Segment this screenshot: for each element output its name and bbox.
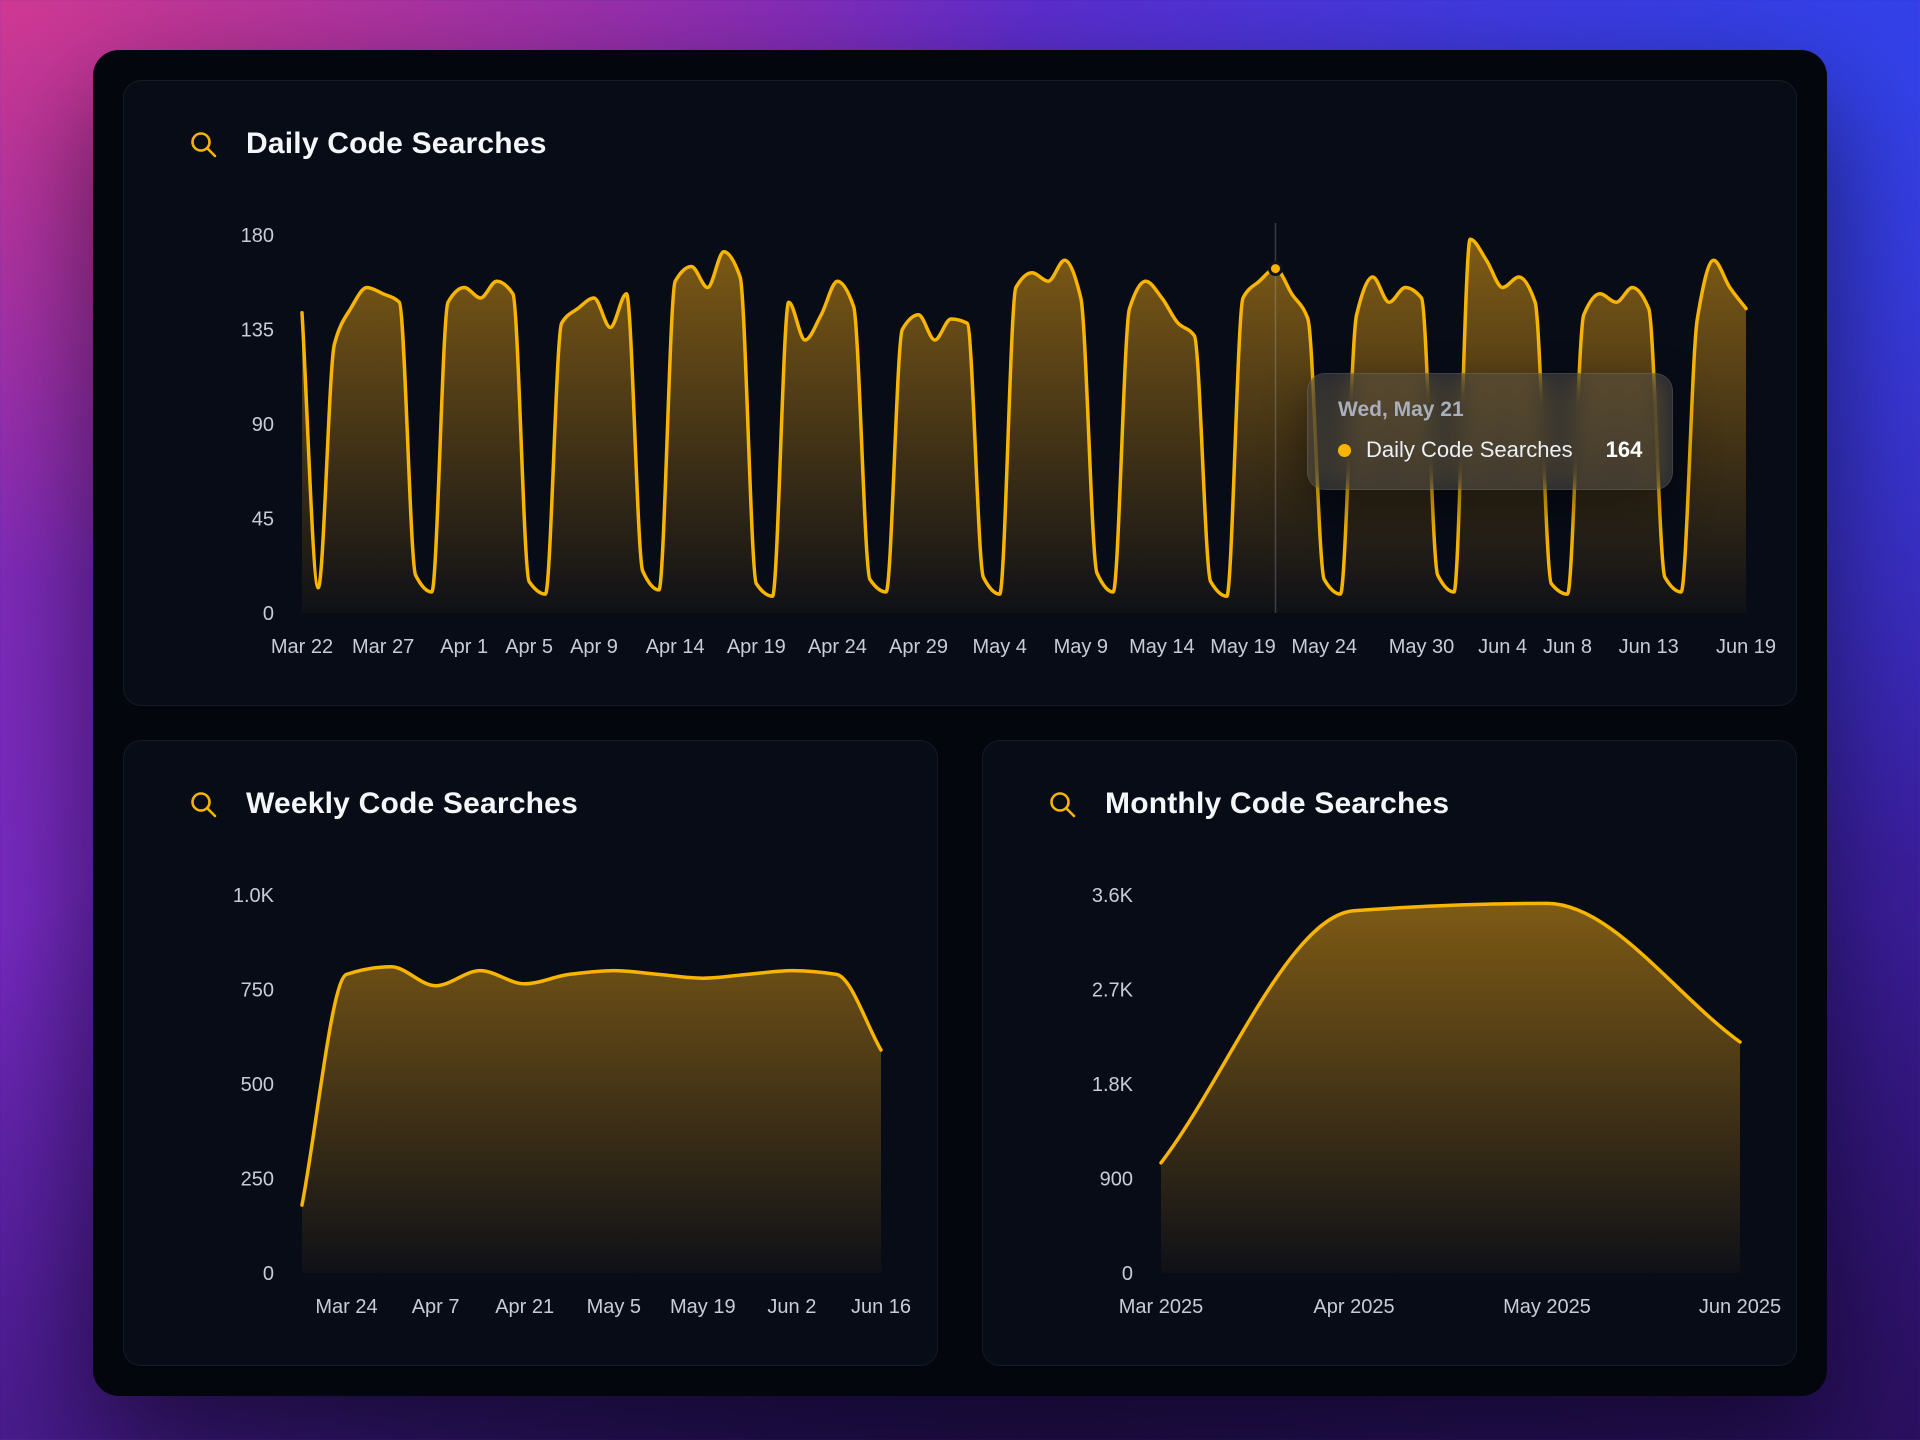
daily-card-title: Daily Code Searches	[246, 127, 547, 160]
series-line	[300, 965, 883, 1207]
y-axis-tick-label: 0	[1122, 1263, 1133, 1285]
x-axis-tick-label: Apr 21	[495, 1296, 554, 1318]
x-axis-tick-label: Apr 29	[889, 636, 948, 658]
search-icon	[1047, 789, 1077, 819]
x-axis-tick-label: May 4	[972, 636, 1026, 658]
x-axis-tick-label: May 30	[1389, 636, 1455, 658]
search-icon	[188, 129, 218, 159]
x-axis-tick-label: Jun 2025	[1699, 1296, 1781, 1318]
x-axis-tick-label: May 24	[1291, 636, 1357, 658]
search-icon	[188, 789, 218, 819]
x-axis-tick-label: Apr 24	[808, 636, 867, 658]
x-axis-tick-label: May 9	[1054, 636, 1108, 658]
tooltip-date: Wed, May 21	[1338, 398, 1464, 421]
x-axis-tick-label: May 19	[670, 1296, 736, 1318]
daily-card-header: Daily Code Searches	[188, 127, 1732, 161]
y-axis-tick-label: 250	[241, 1169, 274, 1191]
x-axis-tick-label: Apr 2025	[1313, 1296, 1394, 1318]
x-axis-tick-label: May 19	[1210, 636, 1276, 658]
x-axis-tick-label: Apr 19	[727, 636, 786, 658]
weekly-card-title: Weekly Code Searches	[246, 787, 578, 820]
series-dot-icon	[1338, 443, 1351, 457]
y-axis-tick-label: 900	[1100, 1169, 1133, 1191]
y-axis-tick-label: 1.8K	[1092, 1074, 1134, 1096]
y-axis-tick-label: 750	[241, 980, 274, 1002]
series-area	[302, 239, 1746, 613]
x-axis-tick-label: Apr 9	[570, 636, 618, 658]
x-axis-tick-label: Jun 16	[851, 1296, 911, 1318]
x-axis-tick-label: Mar 27	[352, 636, 414, 658]
series-area	[302, 966, 881, 1273]
monthly-card-title: Monthly Code Searches	[1105, 787, 1450, 820]
x-axis-tick-label: Apr 7	[412, 1296, 460, 1318]
y-axis-tick-label: 1.0K	[233, 885, 275, 907]
weekly-searches-card: Weekly Code Searches 0 250 500 750 1.0K Mar 2…	[123, 740, 938, 1366]
x-axis-tick-label: Jun 8	[1543, 636, 1592, 658]
series-line	[300, 237, 1748, 598]
series-line	[1159, 901, 1742, 1165]
y-axis-tick-label: 45	[252, 509, 274, 531]
daily-searches-card: Daily Code Searches 0 45 90 135 180 Mar 22 Mar…	[123, 80, 1797, 706]
monthly-card-header: Monthly Code Searches	[1047, 787, 1732, 821]
x-axis-tick-label: May 14	[1129, 636, 1195, 658]
chart-tooltip: Wed, May 21 Daily Code Searches 164	[1307, 373, 1674, 490]
y-axis-tick-label: 500	[241, 1074, 274, 1096]
x-axis-tick-label: May 2025	[1503, 1296, 1591, 1318]
series-area	[1161, 903, 1740, 1273]
x-axis-tick-label: Apr 5	[505, 636, 553, 658]
x-axis-tick-label: Mar 2025	[1119, 1296, 1204, 1318]
x-axis-tick-label: Apr 14	[646, 636, 705, 658]
x-axis-tick-label: Mar 24	[315, 1296, 377, 1318]
tooltip-value: 164	[1605, 437, 1643, 462]
y-axis-tick-label: 3.6K	[1092, 885, 1134, 907]
dashboard-window: Daily Code Searches 0 45 90 135 180 Mar 22 Mar…	[93, 50, 1827, 1396]
y-axis-tick-label: 2.7K	[1092, 980, 1134, 1002]
weekly-code-searches-chart[interactable]: 0 250 500 750 1.0K Mar 24 Apr 7 Apr 21 May 5 May …	[124, 825, 937, 1365]
monthly-searches-card: Monthly Code Searches 0 900 1.8K 2.7K 3.6K Ma…	[982, 740, 1797, 1366]
x-axis-tick-label: Jun 2	[767, 1296, 816, 1318]
x-axis-tick-label: Apr 1	[440, 636, 488, 658]
x-axis-tick-label: Jun 19	[1716, 636, 1776, 658]
weekly-card-header: Weekly Code Searches	[188, 787, 873, 821]
y-axis-tick-label: 135	[241, 320, 274, 342]
tooltip-series-label: Daily Code Searches	[1366, 437, 1573, 462]
highlight-point	[1267, 261, 1283, 277]
tooltip-series-row: Daily Code Searches 164	[1338, 437, 1642, 463]
y-axis-tick-label: 90	[252, 414, 274, 436]
bottom-cards-row: Weekly Code Searches 0 250 500 750 1.0K Mar 2…	[123, 740, 1797, 1366]
x-axis-tick-label: Mar 22	[271, 636, 333, 658]
x-axis-tick-label: Jun 4	[1478, 636, 1527, 658]
desktop-wallpaper: Daily Code Searches 0 45 90 135 180 Mar 22 Mar…	[0, 50, 1920, 1396]
y-axis-tick-label: 0	[263, 1263, 274, 1285]
x-axis-tick-label: May 5	[587, 1296, 641, 1318]
x-axis-tick-label: Jun 13	[1619, 636, 1679, 658]
monthly-code-searches-chart[interactable]: 0 900 1.8K 2.7K 3.6K Mar 2025 Apr 2025 May 2025…	[983, 825, 1796, 1365]
daily-code-searches-chart[interactable]: 0 45 90 135 180 Mar 22 Mar 27 Apr 1 Apr 5 Apr 9 Ap…	[124, 165, 1796, 705]
y-axis-tick-label: 180	[241, 225, 274, 247]
y-axis-tick-label: 0	[263, 603, 274, 625]
